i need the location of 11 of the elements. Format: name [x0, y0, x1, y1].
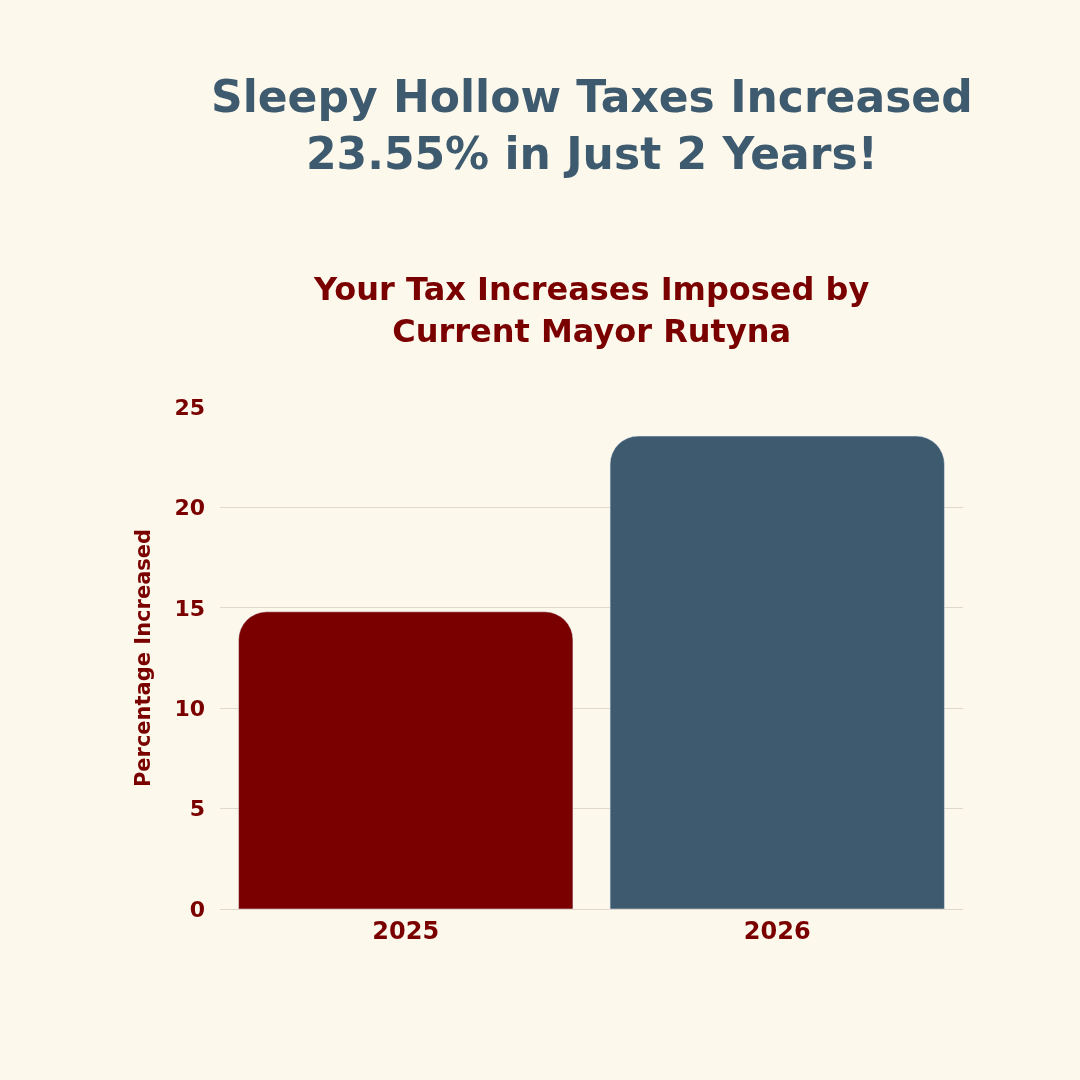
y-tick-label: 20	[174, 495, 205, 521]
chart-subtitle: Your Tax Increases Imposed by Current Mayor Rutyna	[313, 270, 870, 350]
y-tick-label: 25	[174, 394, 205, 420]
y-tick-label: 0	[189, 896, 205, 922]
x-tick-label: 2025	[372, 916, 440, 945]
x-tick-label: 2026	[743, 916, 811, 945]
y-tick-label: 5	[189, 796, 205, 822]
y-tick-label: 15	[174, 595, 205, 621]
y-tick-label: 10	[174, 695, 205, 721]
y-axis-title: Percentage Increased	[130, 528, 155, 788]
chart-title: Sleepy Hollow Taxes Increased 23.55% in Just 2 Years!	[211, 71, 973, 180]
